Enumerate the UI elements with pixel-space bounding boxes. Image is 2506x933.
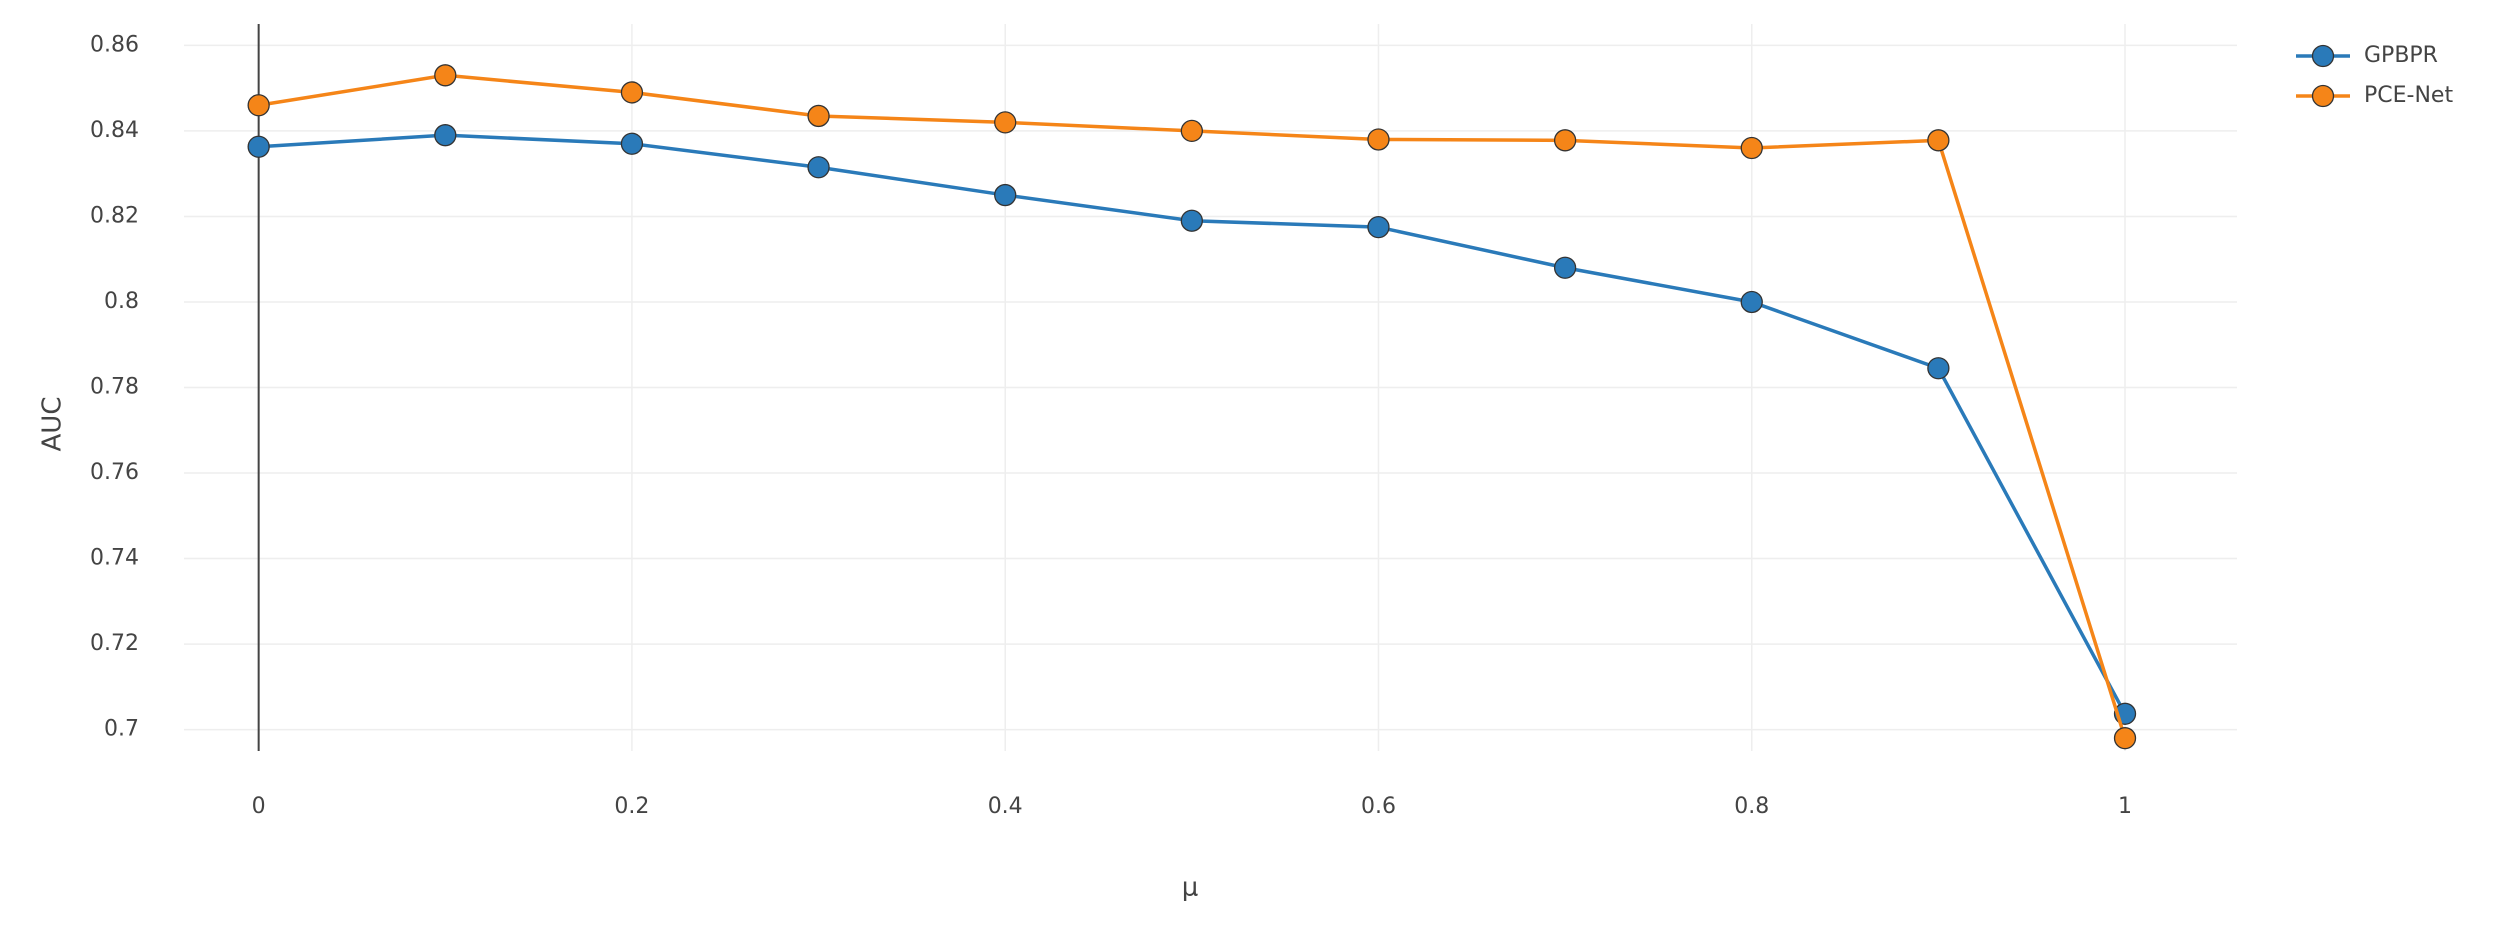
point: [1553, 129, 1577, 152]
legend-label: PCE-Net: [2364, 83, 2453, 108]
y-tick-label: 0.74: [90, 546, 139, 571]
x-tick-label: 0.6: [1361, 794, 1396, 819]
point: [807, 156, 830, 179]
point: [1740, 290, 1763, 314]
point: [620, 132, 644, 155]
point: [1367, 215, 1390, 239]
legend-marker: [2311, 44, 2335, 68]
point: [1927, 357, 1950, 380]
point: [1740, 136, 1763, 160]
point: [807, 104, 830, 128]
x-tick-label: 0.4: [988, 794, 1023, 819]
series-line: [258, 73, 2127, 739]
x-tick-label: 1: [2118, 794, 2132, 819]
point: [1367, 128, 1390, 151]
y-tick-label: 0.72: [90, 631, 139, 656]
y-tick-label: 0.84: [90, 118, 139, 143]
y-tick-label: 0.86: [90, 32, 139, 57]
point: [434, 64, 457, 87]
point: [620, 81, 644, 104]
point: [994, 183, 1017, 207]
x-axis-title: μ: [1182, 873, 1199, 903]
legend-marker: [2311, 84, 2335, 108]
point: [1180, 119, 1203, 143]
legend-label: GPBPR: [2364, 43, 2438, 68]
y-tick-label: 0.82: [90, 203, 139, 228]
point: [994, 111, 1017, 134]
y-tick-label: 0.76: [90, 460, 139, 485]
point: [434, 124, 457, 147]
point: [1927, 129, 1950, 152]
point: [1180, 209, 1203, 232]
point: [247, 135, 270, 158]
x-tick-label: 0: [252, 794, 266, 819]
y-axis-title: AUC: [38, 397, 68, 452]
y-tick-label: 0.7: [104, 717, 139, 742]
x-tick-label: 0.8: [1734, 794, 1769, 819]
y-tick-label: 0.8: [104, 289, 139, 314]
x-tick-label: 0.2: [614, 794, 649, 819]
point: [247, 94, 270, 117]
point: [2113, 727, 2137, 750]
y-tick-label: 0.78: [90, 375, 139, 400]
point: [1553, 256, 1577, 279]
